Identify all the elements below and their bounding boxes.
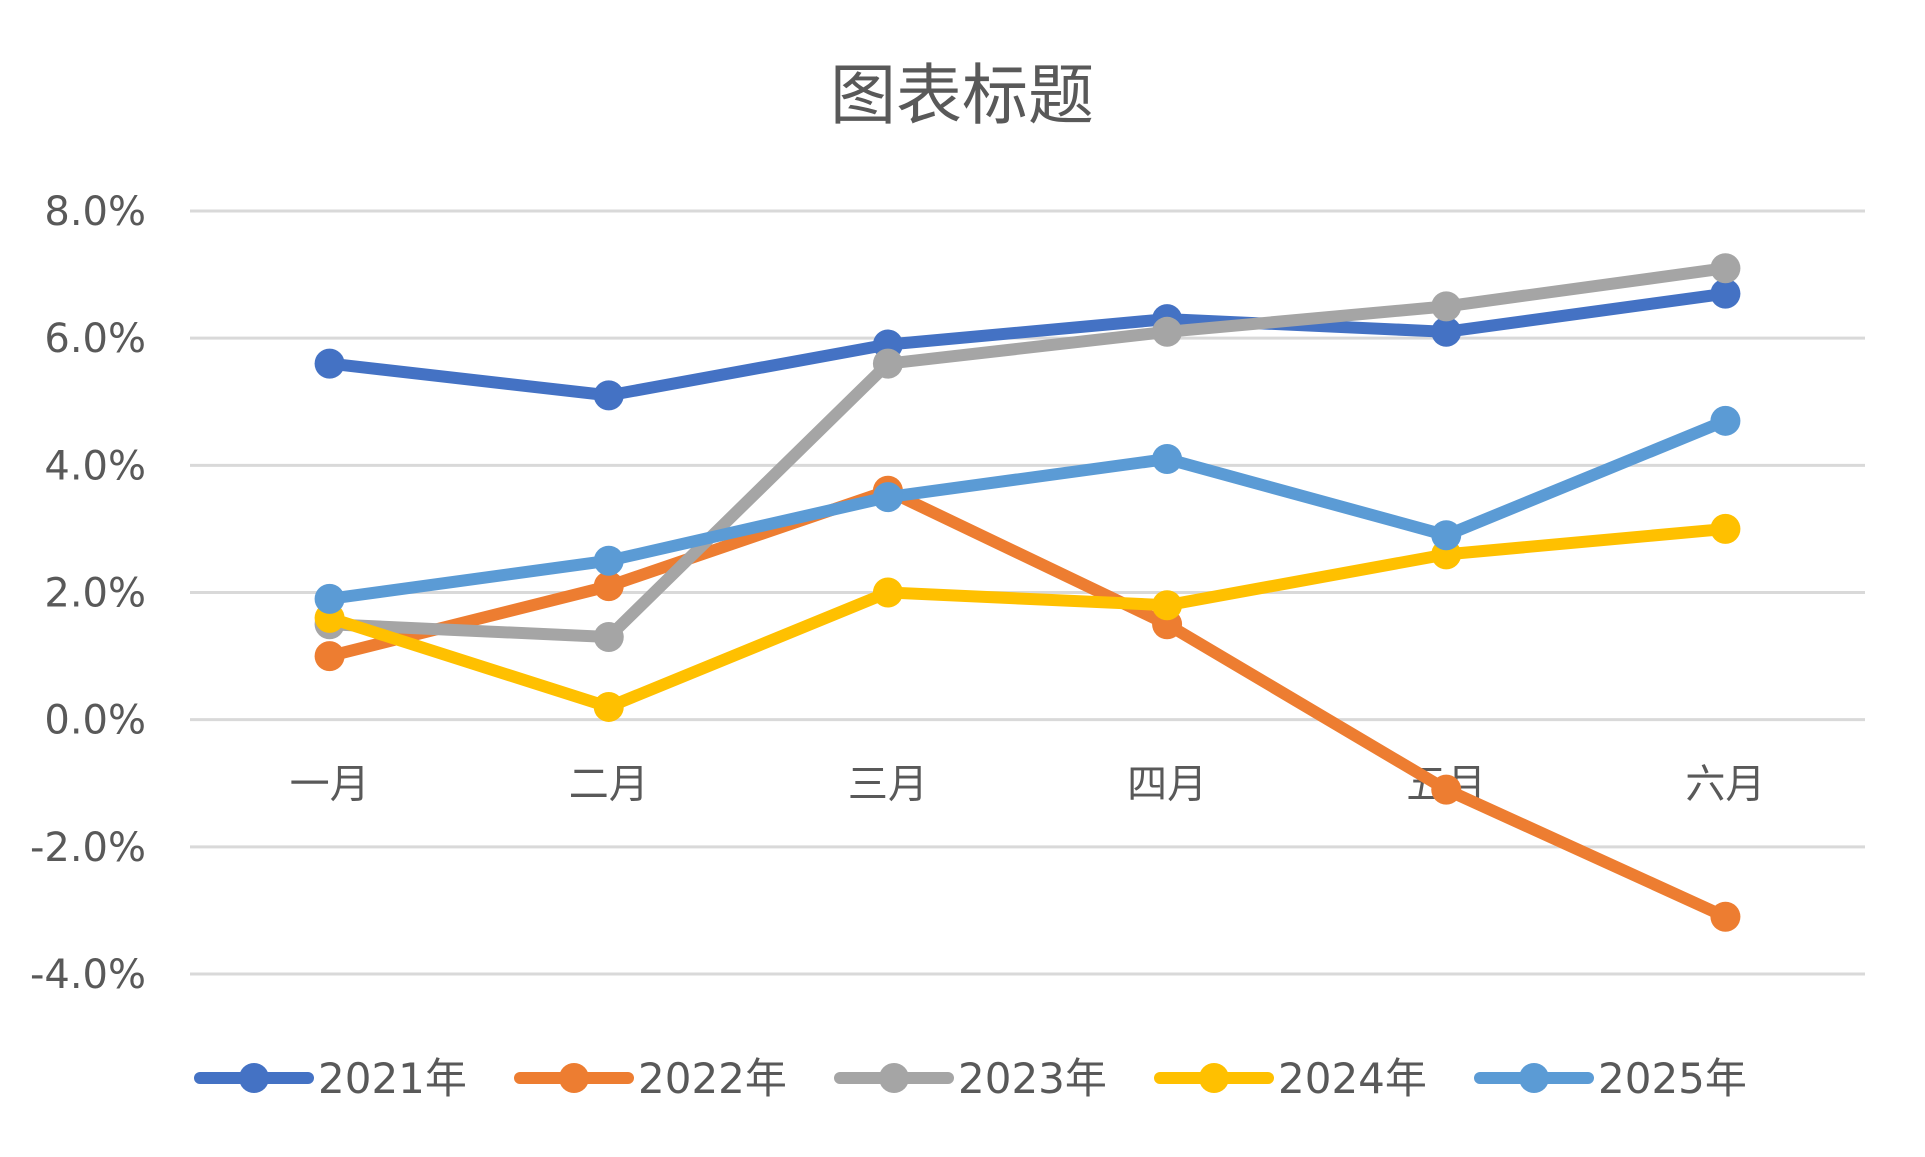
- x-tick-label: 三月: [848, 762, 928, 808]
- x-tick-label: 四月: [1127, 762, 1207, 808]
- data-point: [593, 545, 624, 576]
- data-point: [872, 577, 903, 608]
- x-tick-label: 二月: [569, 762, 649, 808]
- chart-title: 图表标题: [830, 57, 1094, 134]
- data-point: [314, 348, 345, 379]
- legend: 2021年 2022年 2023年 2024年 2025年: [194, 1054, 1747, 1103]
- data-point: [872, 348, 903, 379]
- data-point: [314, 641, 345, 672]
- legend-label: 2025年: [1598, 1054, 1747, 1103]
- data-point: [593, 622, 624, 653]
- data-point: [1710, 901, 1741, 932]
- data-point: [1431, 316, 1462, 347]
- legend-swatch-marker: [239, 1063, 269, 1093]
- gridlines: [190, 209, 1865, 976]
- data-point: [1431, 520, 1462, 551]
- y-tick-label: -4.0%: [30, 952, 146, 998]
- y-tick-label: 6.0%: [44, 316, 146, 362]
- y-tick-label: 0.0%: [44, 698, 146, 744]
- series-line: [323, 287, 1732, 402]
- x-tick-label: 一月: [290, 762, 370, 808]
- legend-item: 2023年: [834, 1054, 1107, 1103]
- data-point: [1152, 443, 1183, 474]
- legend-label: 2023年: [958, 1054, 1107, 1103]
- legend-item: 2022年: [514, 1054, 787, 1103]
- x-tick-label: 六月: [1685, 762, 1765, 808]
- data-point: [1710, 405, 1741, 436]
- data-point: [1431, 291, 1462, 322]
- series-line: [323, 414, 1732, 605]
- data-point: [1152, 316, 1183, 347]
- legend-swatch-marker: [1199, 1063, 1229, 1093]
- data-point: [1710, 278, 1741, 309]
- series-line: [323, 262, 1732, 644]
- data-point: [593, 380, 624, 411]
- legend-swatch-marker: [1519, 1063, 1549, 1093]
- legend-label: 2021年: [318, 1054, 467, 1103]
- y-tick-label: -2.0%: [30, 825, 146, 871]
- data-point: [1431, 774, 1462, 805]
- legend-item: 2024年: [1154, 1054, 1427, 1103]
- data-point: [314, 583, 345, 614]
- series-line: [323, 484, 1732, 923]
- series-5: [314, 405, 1741, 614]
- series-3: [314, 253, 1741, 653]
- y-tick-label: 8.0%: [44, 189, 146, 235]
- series-line: [323, 522, 1732, 713]
- data-point: [1710, 253, 1741, 284]
- legend-swatch-marker: [559, 1063, 589, 1093]
- legend-item: 2025年: [1474, 1054, 1747, 1103]
- legend-label: 2022年: [638, 1054, 787, 1103]
- data-point: [593, 571, 624, 602]
- series-2: [314, 475, 1741, 932]
- data-point: [593, 691, 624, 722]
- data-point: [1152, 590, 1183, 621]
- series-lines: [314, 253, 1741, 932]
- x-axis-tick-labels: 一月二月三月四月五月六月: [290, 762, 1766, 808]
- legend-label: 2024年: [1278, 1054, 1427, 1103]
- legend-swatch-marker: [879, 1063, 909, 1093]
- y-axis-tick-labels: -4.0% -2.0% 0.0% 2.0% 4.0% 6.0% 8.0%: [30, 189, 146, 998]
- y-tick-label: 2.0%: [44, 571, 146, 617]
- y-tick-label: 4.0%: [44, 443, 146, 489]
- data-point: [872, 482, 903, 513]
- legend-item: 2021年: [194, 1054, 467, 1103]
- data-point: [1710, 513, 1741, 544]
